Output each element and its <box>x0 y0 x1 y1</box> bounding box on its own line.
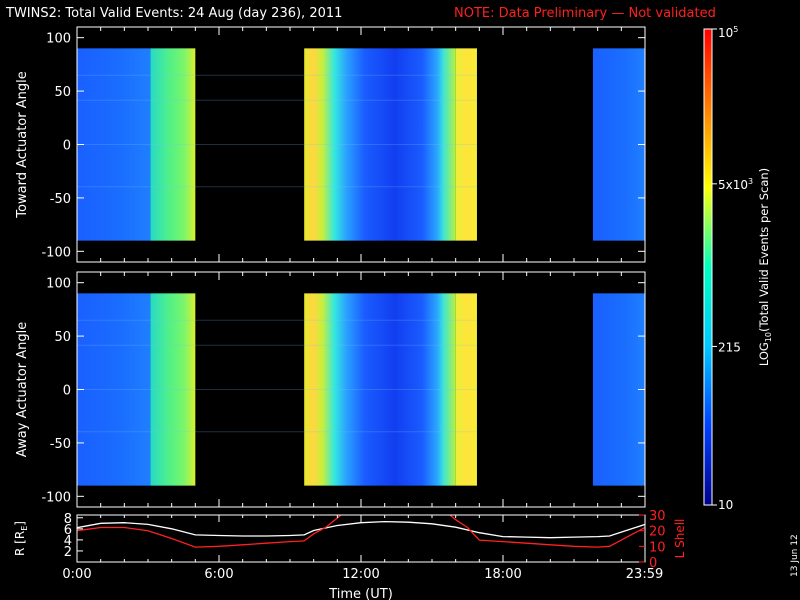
y-axis-label: Toward Actuator Angle <box>15 71 30 218</box>
y-tick-label: 0 <box>63 384 71 399</box>
r-earth-radii-line <box>77 520 645 539</box>
heatmap-block <box>592 293 645 486</box>
heatmap-block <box>455 293 477 486</box>
x-tick-label: 12:00 <box>342 567 379 582</box>
x-tick-label: 6:00 <box>204 567 233 582</box>
heatmap-block <box>77 48 151 241</box>
y-tick-label: 8 <box>64 512 72 527</box>
colorbar-tick-label: 5x103 <box>718 177 753 192</box>
x-tick-label: 23:59 <box>626 567 663 582</box>
y-tick-label: 2 <box>64 545 72 560</box>
heatmap-block <box>150 293 196 486</box>
y-tick-label: 6 <box>64 523 72 538</box>
y-tick-label: 4 <box>64 534 72 549</box>
colorbar-tick-label: 215 <box>718 340 741 354</box>
heatmap-block <box>455 48 477 241</box>
colorbar-tick-label: 105 <box>718 25 738 40</box>
colorbar-tick-label: 10 <box>718 498 733 512</box>
y2-tick-label: 20 <box>649 525 666 540</box>
colorbar-scale <box>703 28 713 506</box>
heatmap-block <box>77 293 151 486</box>
chart-title: TWINS2: Total Valid Events: 24 Aug (day … <box>6 6 343 21</box>
y2-tick-label: 0 <box>649 556 657 571</box>
r-axis-label: R [RE] <box>13 521 29 556</box>
heatmap-block <box>304 48 456 241</box>
l-shell-axis-label: L Shell <box>673 519 687 559</box>
x-axis-label: Time (UT) <box>328 587 393 600</box>
y-tick-label: 100 <box>46 32 71 47</box>
y-tick-label: -100 <box>41 245 71 260</box>
spectrogram-panel-1: 100 50 0 -50 -100 Toward Actuator Angle <box>15 26 646 263</box>
colorbar-label: LOG10(Total Valid Events per Scan) <box>757 168 773 366</box>
heatmap-block <box>304 293 456 486</box>
y-tick-label: -50 <box>50 437 71 452</box>
y-tick-label: 100 <box>46 277 71 292</box>
y-tick-label: 0 <box>63 139 71 154</box>
heatmap-block <box>592 48 645 241</box>
spectrogram-panel-2: 100 50 0 -50 -100 Away Actuator Angle <box>15 271 646 508</box>
y2-tick-label: 10 <box>649 540 666 555</box>
heatmap-block <box>150 48 196 241</box>
x-tick-label: 0:00 <box>62 567 91 582</box>
x-tick-label: 18:00 <box>484 567 521 582</box>
y-tick-label: -50 <box>50 192 71 207</box>
y-tick-label: 50 <box>54 85 71 100</box>
y-tick-label: 50 <box>54 330 71 345</box>
l-shell-line <box>77 515 645 548</box>
preliminary-note: NOTE: Data Preliminary — Not validated <box>454 6 716 21</box>
y2-tick-label: 30 <box>649 509 666 524</box>
colorbar: 10 215 5x103 105 LOG10(Total Valid Events pe… <box>703 25 773 512</box>
y-tick-label: -100 <box>41 490 71 505</box>
y-axis-label: Away Actuator Angle <box>15 322 30 457</box>
